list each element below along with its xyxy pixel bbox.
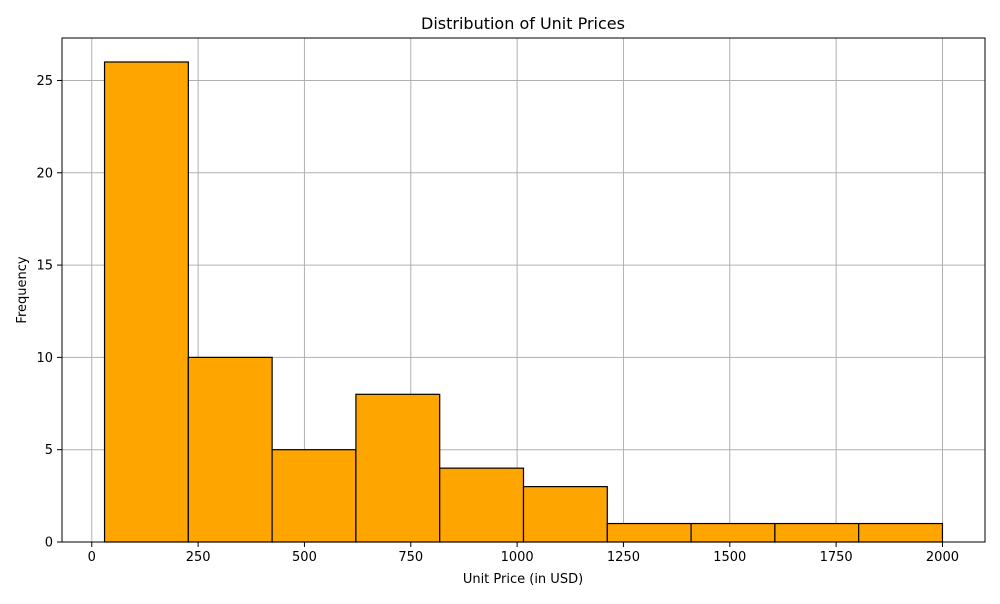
ticks: 0 250 500 750 1000 1250 1500 1750 2000 0 5 10 15 20 25 [36, 74, 959, 565]
x-axis-label: Unit Price (in USD) [463, 572, 583, 587]
axes [61, 37, 986, 543]
bars [103, 61, 944, 543]
histogram-bar [355, 393, 441, 543]
x-tick-label: 750 [398, 550, 423, 565]
chart-title: Distribution of Unit Prices [421, 14, 625, 33]
histogram-bar [439, 467, 525, 543]
histogram-bar [774, 522, 860, 543]
histogram-bar [858, 522, 944, 543]
y-tick-label: 25 [36, 74, 53, 89]
plot-frame [61, 37, 986, 543]
histogram-bar [690, 522, 776, 543]
histogram-bar [522, 486, 608, 543]
y-tick-label: 0 [45, 536, 53, 551]
x-tick-label: 1250 [607, 550, 640, 565]
x-tick-label: 0 [88, 550, 96, 565]
x-tick-label: 1000 [501, 550, 534, 565]
histogram-bar [103, 61, 189, 543]
x-tick-label: 1750 [820, 550, 853, 565]
x-tick-label: 500 [292, 550, 317, 565]
histogram-bar [187, 356, 273, 543]
y-axis-label: Frequency [15, 256, 30, 323]
x-tick-label: 2000 [926, 550, 959, 565]
y-tick-label: 5 [45, 443, 53, 458]
histogram-bar [271, 449, 357, 543]
y-tick-label: 15 [36, 259, 53, 274]
y-tick-label: 20 [36, 166, 53, 181]
x-tick-label: 1500 [713, 550, 746, 565]
histogram-bar [606, 522, 692, 543]
x-tick-label: 250 [186, 550, 211, 565]
y-tick-label: 10 [36, 351, 53, 366]
